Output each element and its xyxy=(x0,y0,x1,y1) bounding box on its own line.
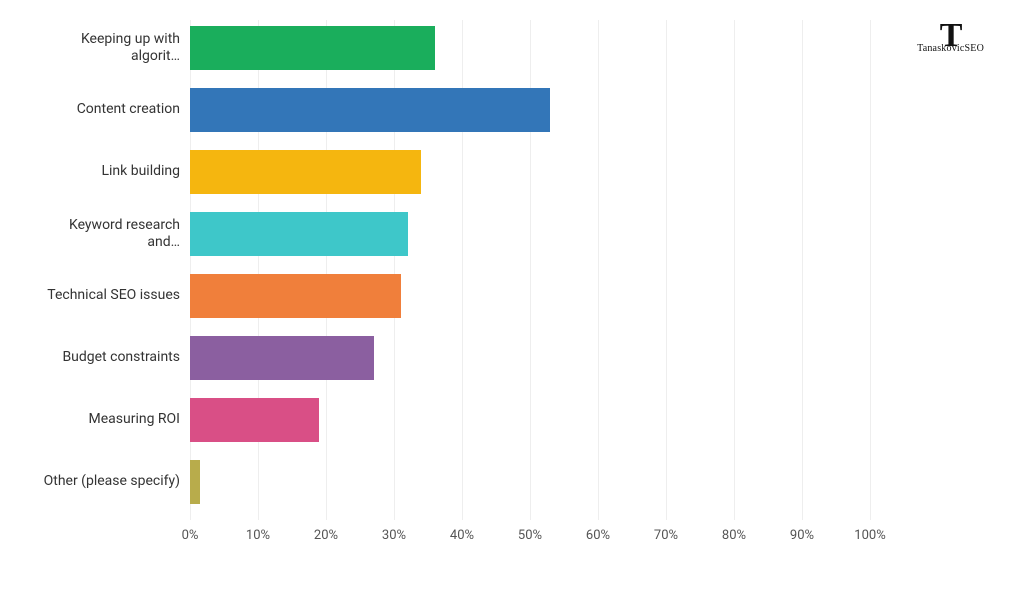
chart-y-label: Technical SEO issues xyxy=(40,274,180,318)
chart-x-tick: 40% xyxy=(450,528,474,543)
chart-bar xyxy=(190,150,421,194)
chart-bar-row xyxy=(190,336,870,380)
chart-x-tick: 90% xyxy=(790,528,814,543)
chart-plot-area xyxy=(190,20,870,520)
chart-bar-row xyxy=(190,88,870,132)
chart-y-label: Keeping up with algorit… xyxy=(40,26,180,70)
chart-bar-row xyxy=(190,212,870,256)
chart-gridline xyxy=(870,20,871,520)
chart-x-tick: 20% xyxy=(314,528,338,543)
chart-x-tick: 30% xyxy=(382,528,406,543)
chart-bar-row xyxy=(190,274,870,318)
chart-bar-row xyxy=(190,398,870,442)
chart-x-tick: 50% xyxy=(518,528,542,543)
chart-y-label: Keyword research and… xyxy=(40,212,180,256)
chart-bar xyxy=(190,26,435,70)
chart-bar xyxy=(190,398,319,442)
chart-y-label: Measuring ROI xyxy=(40,398,180,442)
chart-bar-row xyxy=(190,26,870,70)
chart-bar-row xyxy=(190,460,870,504)
brand-logo: T TanaskovicSEO xyxy=(917,22,984,54)
chart-bar xyxy=(190,212,408,256)
chart-bar xyxy=(190,88,550,132)
chart-y-label: Other (please specify) xyxy=(40,460,180,504)
chart-x-axis: 0%10%20%30%40%50%60%70%80%90%100% xyxy=(190,520,870,550)
chart-x-tick: 70% xyxy=(654,528,678,543)
chart-y-label: Content creation xyxy=(40,88,180,132)
chart-bar-row xyxy=(190,150,870,194)
chart-y-label: Budget constraints xyxy=(40,336,180,380)
chart-x-tick: 80% xyxy=(722,528,746,543)
chart-x-tick: 100% xyxy=(854,528,885,543)
chart-x-tick: 0% xyxy=(182,528,199,543)
chart-x-tick: 60% xyxy=(586,528,610,543)
chart-bar xyxy=(190,460,200,504)
chart-x-tick: 10% xyxy=(246,528,270,543)
chart-y-label: Link building xyxy=(40,150,180,194)
chart-bar xyxy=(190,336,374,380)
chart-bar xyxy=(190,274,401,318)
chart-container: Keeping up with algorit… Content creation… xyxy=(30,20,890,570)
brand-logo-text: TanaskovicSEO xyxy=(917,43,984,54)
